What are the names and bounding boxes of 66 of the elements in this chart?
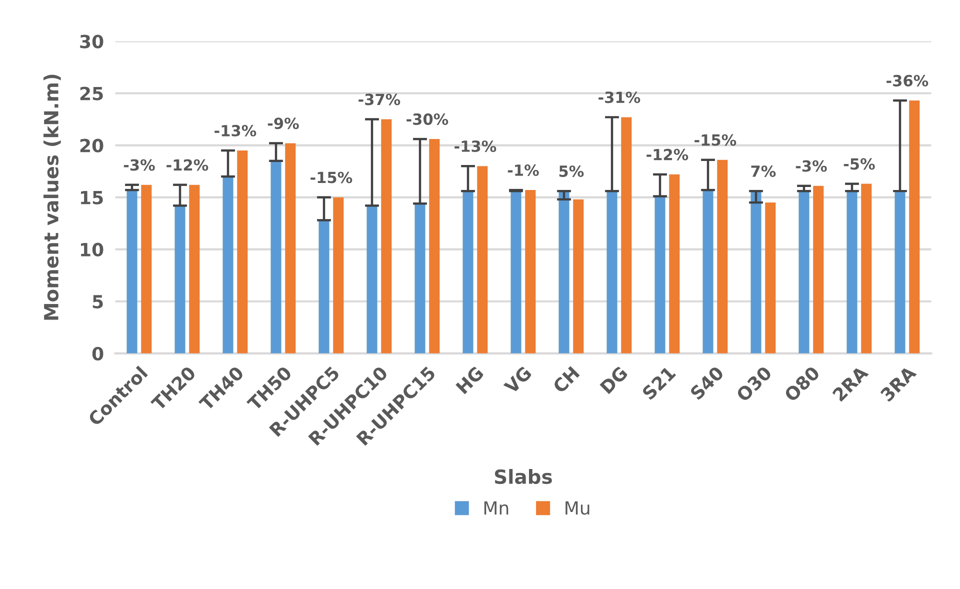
bar [750, 191, 762, 354]
bar [429, 139, 440, 354]
x-tick-label: CH [552, 366, 580, 394]
bar [894, 191, 906, 354]
annotation: -3% [124, 159, 155, 171]
annotation: -36% [886, 74, 928, 86]
bar [381, 119, 392, 354]
annotation: -13% [454, 140, 496, 152]
x-axis-title: Slabs [494, 468, 552, 484]
legend-label: Mn [484, 501, 508, 514]
bar [366, 206, 378, 354]
bar [222, 176, 234, 354]
y-tick-label: 20 [80, 138, 104, 152]
bar [846, 191, 858, 354]
bar [813, 186, 824, 354]
annotation: -13% [214, 124, 256, 136]
bar [765, 202, 776, 354]
y-tick-label: 15 [81, 191, 103, 204]
bar [558, 191, 570, 354]
bar [477, 166, 488, 354]
bar [702, 190, 714, 354]
bar [318, 220, 330, 354]
bar [189, 184, 200, 354]
annotation: -3% [796, 160, 827, 172]
y-tick-label: 5 [92, 295, 103, 308]
y-tick-label: 10 [81, 242, 104, 256]
annotation: -15% [310, 172, 352, 184]
annotation: -37% [358, 94, 400, 106]
bar [909, 100, 920, 354]
bar [126, 190, 138, 354]
y-tick-label: 30 [80, 34, 104, 48]
x-tick-label: DG [600, 366, 628, 394]
annotation: -9% [268, 118, 299, 130]
bar [798, 191, 810, 354]
bar [606, 191, 618, 354]
bar [237, 150, 248, 354]
y-tick-label: 0 [92, 346, 104, 361]
annotation: 5% [559, 165, 584, 177]
bar [861, 184, 872, 354]
annotation: -1% [508, 164, 539, 176]
bar [669, 174, 680, 354]
bar [621, 117, 632, 354]
annotation: -12% [166, 159, 208, 171]
bar [510, 191, 522, 354]
y-tick-label: 25 [80, 86, 103, 100]
annotation: -30% [406, 113, 448, 125]
x-tick-label: HG [455, 366, 484, 394]
bar [525, 190, 536, 354]
bar [270, 160, 282, 354]
bar [174, 206, 186, 354]
annotation: -5% [844, 158, 875, 170]
bar [717, 160, 728, 354]
annotation: -15% [694, 134, 736, 146]
bar [333, 197, 344, 354]
bar [285, 143, 296, 354]
bar [141, 184, 152, 354]
annotation: -12% [646, 148, 688, 160]
bar [573, 199, 584, 354]
x-tick-label: VG [503, 366, 532, 395]
legend-label: Mu [566, 501, 590, 515]
y-axis-title: Moment values (kN.m) [43, 74, 61, 320]
annotation: 7% [751, 165, 776, 177]
annotation: -31% [598, 92, 640, 104]
bar [654, 196, 666, 354]
bar [414, 204, 426, 354]
bar [462, 191, 474, 354]
